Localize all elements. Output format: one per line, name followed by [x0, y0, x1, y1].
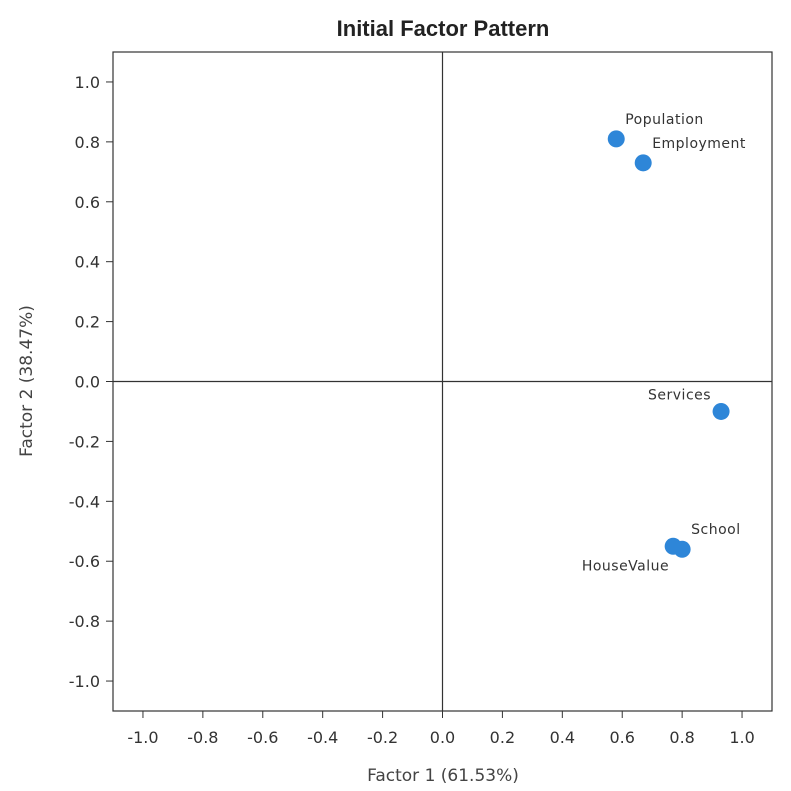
- x-tick-label: 0.0: [430, 728, 455, 747]
- data-point: [607, 130, 625, 148]
- y-tick-label: -1.0: [69, 672, 100, 691]
- x-tick-label: 0.4: [550, 728, 575, 747]
- y-tick-label: 0.0: [75, 373, 100, 392]
- data-point-label: Population: [625, 112, 704, 128]
- x-tick-label: -0.8: [187, 728, 218, 747]
- data-point-label: Employment: [652, 136, 746, 152]
- data-point: [664, 537, 682, 555]
- y-tick-label: 0.4: [75, 253, 100, 272]
- x-axis-label: Factor 1 (61.53%): [367, 766, 519, 786]
- y-tick-label: -0.4: [69, 492, 100, 511]
- data-point: [634, 154, 652, 172]
- y-tick-label: 0.8: [75, 133, 100, 152]
- x-axis: -1.0 -0.8 -0.6 -0.4 -0.2 0.0 0.2 0.4 0.6 0.8 1.0: [127, 711, 755, 747]
- data-point-label: School: [691, 522, 740, 538]
- x-tick-label: -0.4: [307, 728, 338, 747]
- x-tick-label: 0.6: [610, 728, 635, 747]
- x-tick-label: -1.0: [127, 728, 158, 747]
- x-tick-label: -0.2: [367, 728, 398, 747]
- data-point-label: HouseValue: [582, 558, 669, 574]
- x-tick-label: 0.8: [669, 728, 694, 747]
- y-tick-label: 0.6: [75, 193, 100, 212]
- y-tick-label: 0.2: [75, 313, 100, 332]
- y-tick-label: -0.6: [69, 552, 100, 571]
- y-tick-label: 1.0: [75, 73, 100, 92]
- reference-lines: [113, 52, 772, 711]
- y-tick-label: -0.8: [69, 612, 100, 631]
- y-axis: -1.0 -0.8 -0.6 -0.4 -0.2 0.0 0.2 0.4 0.6 0.8 1.0: [69, 73, 113, 691]
- y-tick-label: -0.2: [69, 432, 100, 451]
- data-points: Population Employment Services School HouseV…: [582, 112, 746, 574]
- x-tick-label: 0.2: [490, 728, 515, 747]
- data-point-label: Services: [648, 387, 711, 403]
- y-axis-label: Factor 2 (38.47%): [17, 305, 37, 457]
- x-tick-label: -0.6: [247, 728, 278, 747]
- chart-title: Initial Factor Pattern: [337, 16, 550, 41]
- data-point: [712, 402, 730, 420]
- x-tick-label: 1.0: [729, 728, 754, 747]
